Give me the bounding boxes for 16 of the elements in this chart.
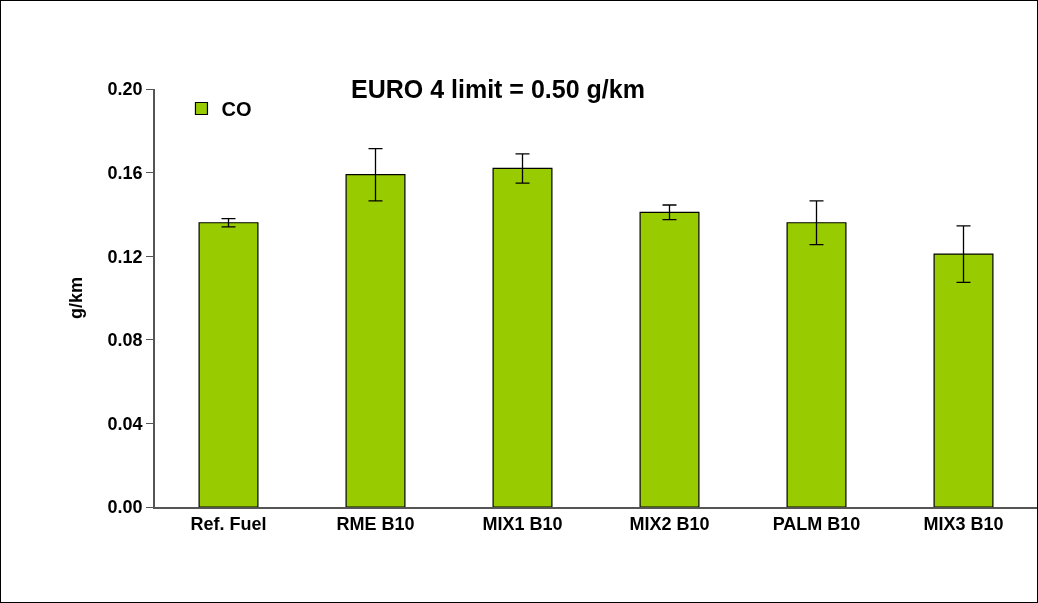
x-tick-label: RME B10 (336, 514, 415, 535)
y-tick-label: 0.12 (107, 246, 143, 267)
annotation: EURO 4 limit = 0.50 g/km (351, 75, 645, 103)
x-tick-label: MIX2 B10 (629, 514, 710, 535)
y-tick-label: 0.08 (107, 330, 143, 351)
y-tick-label: 0.20 (107, 79, 143, 100)
x-tick-label: MIX3 B10 (923, 514, 1004, 535)
x-tick-label: Ref. Fuel (190, 514, 267, 535)
x-tick-label: PALM B10 (772, 514, 861, 535)
x-tick-label: MIX1 B10 (482, 514, 563, 535)
y-tick-label: 0.04 (107, 413, 143, 434)
y-tick-label: 0.00 (107, 497, 143, 518)
y-axis-title: g/km (66, 276, 87, 320)
legend-label: CO (221, 98, 252, 121)
bar (198, 222, 259, 507)
y-tick-label: 0.16 (107, 162, 143, 183)
